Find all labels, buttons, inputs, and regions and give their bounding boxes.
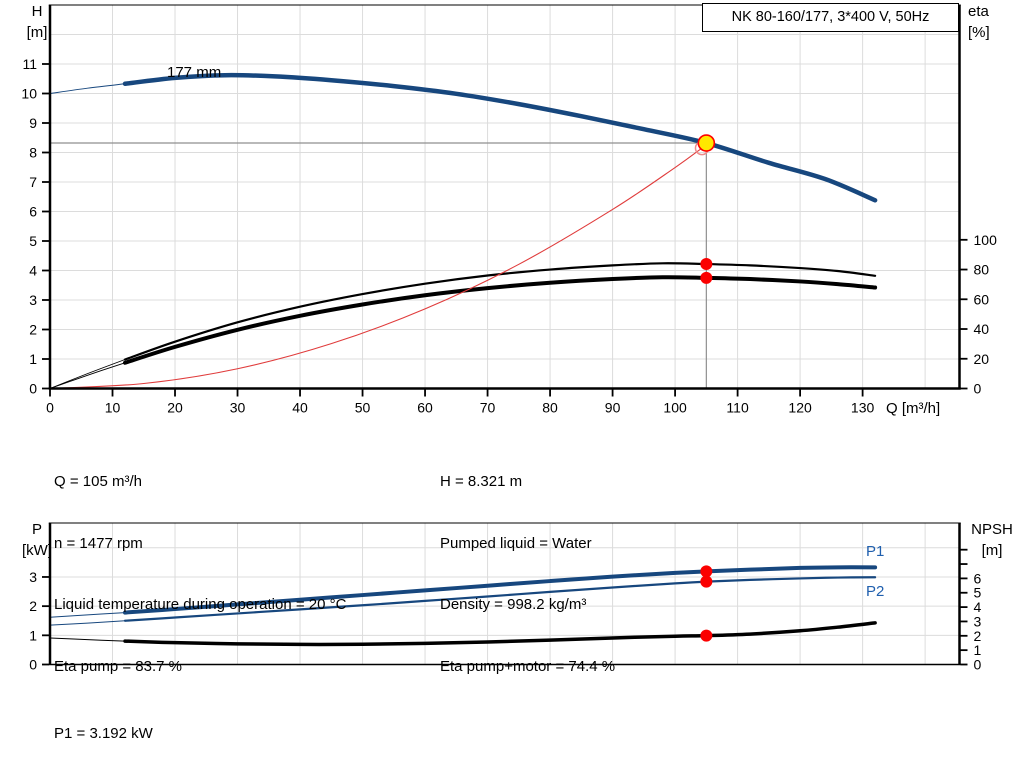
svg-text:6: 6 bbox=[974, 570, 982, 586]
p2-curve-label: P2 bbox=[866, 583, 884, 600]
eta-pump-curve bbox=[123, 262, 877, 361]
info-line: H = 8.321 m bbox=[440, 473, 523, 490]
eta-pump-dot bbox=[700, 258, 713, 271]
svg-text:0: 0 bbox=[974, 657, 982, 673]
eta-pump-curve-lead bbox=[49, 359, 126, 389]
svg-text:40: 40 bbox=[292, 400, 308, 416]
svg-text:10: 10 bbox=[21, 86, 37, 102]
eta-pump-motor-curve-lead bbox=[49, 362, 126, 389]
h-axis-label: H [m] bbox=[26, 3, 48, 41]
p2-curve bbox=[123, 576, 877, 622]
svg-text:2: 2 bbox=[29, 322, 37, 338]
p1-dot bbox=[700, 565, 713, 578]
x-axis-unit-label: Q [m³/h] bbox=[886, 400, 940, 417]
svg-text:30: 30 bbox=[230, 400, 246, 416]
svg-text:2: 2 bbox=[974, 628, 982, 644]
svg-text:60: 60 bbox=[417, 400, 433, 416]
svg-text:6: 6 bbox=[29, 204, 37, 220]
info-line: n = 1477 rpm bbox=[54, 534, 143, 552]
operating-data-left: Q = 105 m³/h n = 1477 rpm Liquid tempera… bbox=[54, 431, 346, 718]
operating-data-right: H = 8.321 m Pumped liquid = Water Densit… bbox=[440, 431, 615, 718]
power-data: P1 = 3.192 kW P2 = 2.84 kW NPSH = 2.01 m… bbox=[54, 683, 396, 781]
p1-curve-lead bbox=[49, 612, 126, 618]
svg-text:4: 4 bbox=[29, 263, 37, 279]
svg-text:20: 20 bbox=[167, 400, 183, 416]
p2-curve-lead bbox=[49, 620, 126, 626]
svg-text:10: 10 bbox=[105, 400, 121, 416]
p1-curve-label: P1 bbox=[866, 543, 884, 560]
svg-text:0: 0 bbox=[29, 657, 37, 673]
info-line: Eta pump+motor = 74.4 % bbox=[440, 657, 616, 675]
svg-text:5: 5 bbox=[29, 233, 37, 249]
svg-text:90: 90 bbox=[605, 400, 621, 416]
svg-text:0: 0 bbox=[974, 381, 982, 397]
svg-text:20: 20 bbox=[974, 351, 990, 367]
eta-pump-motor-dot bbox=[700, 271, 713, 284]
info-line: Eta pump = 83.7 % bbox=[54, 657, 182, 675]
svg-text:50: 50 bbox=[355, 400, 371, 416]
svg-text:80: 80 bbox=[974, 262, 990, 278]
qh-curve-177-mm-label: 177 mm bbox=[167, 64, 221, 81]
svg-text:100: 100 bbox=[974, 232, 998, 248]
eta-axis-label: eta [%] bbox=[968, 3, 990, 41]
info-line: Q = 105 m³/h bbox=[54, 473, 142, 490]
svg-text:0: 0 bbox=[46, 400, 54, 416]
p-axis-label: P [kW] bbox=[22, 521, 52, 559]
svg-text:8: 8 bbox=[29, 145, 37, 161]
info-line: Density = 998.2 kg/m³ bbox=[440, 596, 587, 613]
npsh-curve bbox=[123, 621, 877, 647]
eta-pump-motor-curve bbox=[123, 275, 878, 365]
svg-text:80: 80 bbox=[542, 400, 558, 416]
svg-text:9: 9 bbox=[29, 115, 37, 131]
svg-text:4: 4 bbox=[974, 599, 982, 615]
info-line: Pumped liquid = Water bbox=[440, 534, 592, 552]
svg-text:120: 120 bbox=[788, 400, 812, 416]
svg-text:2: 2 bbox=[29, 598, 37, 614]
svg-text:100: 100 bbox=[663, 400, 687, 416]
duty-point bbox=[697, 134, 716, 152]
p2-dot bbox=[700, 575, 713, 588]
svg-text:5: 5 bbox=[974, 585, 982, 601]
svg-text:70: 70 bbox=[480, 400, 496, 416]
system-curve bbox=[49, 147, 703, 390]
npsh-curve-lead bbox=[49, 637, 126, 642]
pump-title-box: NK 80-160/177, 3*400 V, 50Hz bbox=[702, 3, 959, 32]
svg-text:7: 7 bbox=[29, 174, 37, 190]
npsh-axis-label: NPSH [m] bbox=[971, 521, 1013, 559]
qh-curve-177-mm-lead bbox=[49, 83, 126, 94]
p1-curve bbox=[123, 565, 878, 615]
svg-text:1: 1 bbox=[29, 351, 37, 367]
info-line: P1 = 3.192 kW bbox=[54, 725, 153, 742]
npsh-dot bbox=[700, 629, 713, 642]
svg-text:3: 3 bbox=[974, 613, 982, 629]
qh-curve-177-mm bbox=[122, 72, 878, 203]
info-line: Liquid temperature during operation = 20… bbox=[54, 596, 347, 613]
svg-text:110: 110 bbox=[726, 400, 749, 416]
svg-text:0: 0 bbox=[29, 381, 37, 397]
svg-text:3: 3 bbox=[29, 292, 37, 308]
svg-text:11: 11 bbox=[22, 56, 37, 72]
svg-text:3: 3 bbox=[29, 569, 37, 585]
svg-text:130: 130 bbox=[851, 400, 875, 416]
svg-text:1: 1 bbox=[29, 627, 37, 643]
svg-text:1: 1 bbox=[974, 642, 982, 658]
svg-text:60: 60 bbox=[974, 291, 990, 307]
svg-text:40: 40 bbox=[974, 321, 990, 337]
